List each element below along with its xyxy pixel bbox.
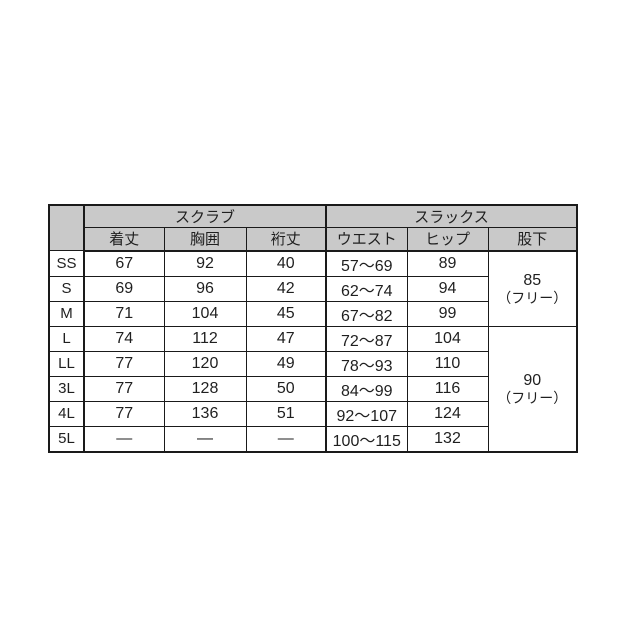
group-header-row: スクラブ スラックス [48,204,578,251]
size-label: LL [48,350,85,377]
size-label: 3L [48,375,85,402]
value-cell: 72〜87 [325,325,408,352]
col-header-inseam: 股下 [487,227,578,252]
value-cell: 89 [406,250,489,277]
value-cell: 104 [406,325,489,352]
value-cell: 45 [245,300,327,327]
value-cell: 71 [83,300,165,327]
size-label: S [48,275,85,302]
value-cell: 92 [163,250,247,277]
col-header-waist: ウエスト [325,227,408,252]
value-cell: 92〜107 [325,400,408,427]
value-cell: 49 [245,350,327,377]
value-cell: 116 [406,375,489,402]
value-cell: 47 [245,325,327,352]
value-cell: 84〜99 [325,375,408,402]
value-cell: 96 [163,275,247,302]
value-cell: 128 [163,375,247,402]
value-cell: 110 [406,350,489,377]
table-row-ss: SS 67 92 40 57〜69 89 85 （フリー） [48,250,578,327]
value-cell: — [245,425,327,452]
size-label: M [48,300,85,327]
value-cell: 51 [245,400,327,427]
table-row-m: M 71 104 45 67〜82 99 [48,300,577,327]
value-cell: 62〜74 [325,275,408,302]
group-header-scrub: スクラブ [83,204,327,228]
value-cell: 42 [245,275,327,302]
inseam-note: （フリー） [497,289,568,306]
col-header-hip: ヒップ [406,227,489,252]
value-cell: 57〜69 [325,250,408,277]
col-header-sleeve: 裄丈 [245,227,327,252]
column-header-row: 着丈 胸囲 裄丈 ウエスト ヒップ 股下 [49,227,578,252]
value-cell: 100〜115 [325,425,408,452]
value-cell: 99 [406,300,489,327]
value-cell: 69 [83,275,165,302]
value-cell: — [163,425,247,452]
size-label: SS [48,250,85,277]
table-row-5l: 5L — — — 100〜115 132 [48,425,577,452]
value-cell: 104 [163,300,247,327]
value-cell: 77 [83,400,165,427]
col-header-chest: 胸囲 [163,227,247,252]
table-row-l: L 74 112 47 72〜87 104 90 （フリー） [48,325,578,452]
inseam-merged-cell-85: 85 （フリー） [487,250,578,327]
size-label: L [48,325,85,352]
group-header-slacks: スラックス [324,204,578,228]
value-cell: 67〜82 [325,300,408,327]
value-cell: 50 [245,375,327,402]
inseam-value: 90 [523,371,542,389]
table-row-s: S 69 96 42 62〜74 94 [48,275,577,302]
value-cell: — [83,425,165,452]
value-cell: 124 [406,400,489,427]
corner-cell [48,204,85,251]
value-cell: 120 [163,350,247,377]
size-label: 4L [48,400,85,427]
value-cell: 77 [83,350,165,377]
inseam-note: （フリー） [497,389,568,406]
size-label: 5L [48,425,85,452]
value-cell: 132 [406,425,489,452]
value-cell: 40 [245,250,327,277]
col-header-body-length: 着丈 [83,227,165,252]
size-chart-container: スクラブ スラックス 着丈 胸囲 裄丈 ウエスト ヒップ 股下 SS 67 92… [48,204,579,453]
value-cell: 74 [83,325,165,352]
inseam-value: 85 [523,271,542,289]
value-cell: 94 [406,275,489,302]
value-cell: 112 [163,325,247,352]
value-cell: 77 [83,375,165,402]
value-cell: 67 [83,250,165,277]
table-row-4l: 4L 77 136 51 92〜107 124 [48,400,577,427]
value-cell: 136 [163,400,247,427]
value-cell: 78〜93 [325,350,408,377]
size-chart-table: スクラブ スラックス 着丈 胸囲 裄丈 ウエスト ヒップ 股下 SS 67 92… [48,204,579,453]
inseam-merged-cell-90: 90 （フリー） [487,325,578,452]
